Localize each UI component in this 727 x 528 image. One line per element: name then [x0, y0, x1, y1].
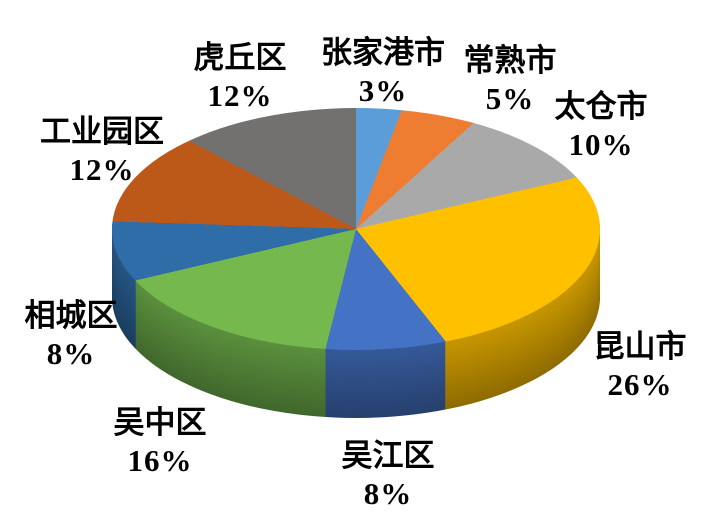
slice-label-percent: 16% — [127, 443, 193, 478]
pie-top-face — [112, 108, 600, 350]
slice-label-name: 吴江区 — [341, 438, 435, 473]
slice-label-percent: 8% — [363, 476, 413, 511]
slice-label-name: 张家港市 — [321, 35, 445, 70]
slice-label: 张家港市 3% — [321, 34, 445, 110]
slice-label: 虎丘区 12% — [194, 39, 287, 115]
slice-label-percent: 8% — [46, 336, 96, 371]
slice-label: 相城区 8% — [25, 297, 118, 373]
slice-label-name: 相城区 — [24, 298, 118, 333]
slice-label: 吴江区 8% — [342, 437, 435, 513]
slice-label-name: 常熟市 — [463, 43, 557, 78]
slice-label: 常熟市 5% — [464, 42, 557, 118]
slice-label-percent: 26% — [607, 367, 673, 402]
pie-3d — [112, 108, 600, 418]
slice-label-name: 虎丘区 — [193, 40, 287, 75]
slice-label-percent: 3% — [358, 73, 408, 108]
slice-label: 昆山市 26% — [594, 328, 687, 404]
slice-label-name: 昆山市 — [593, 329, 687, 364]
